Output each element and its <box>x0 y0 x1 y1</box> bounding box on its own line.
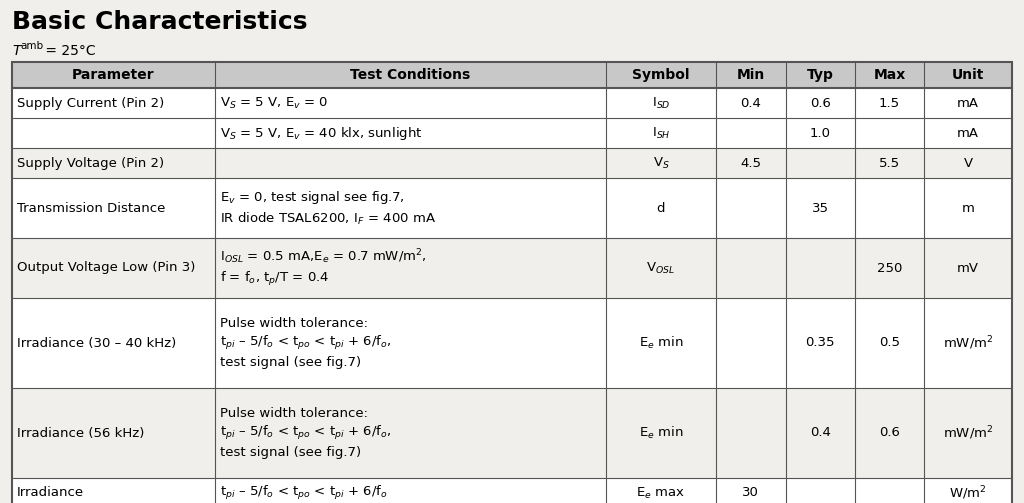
Text: Irradiance (56 kHz): Irradiance (56 kHz) <box>17 427 144 440</box>
Text: Basic Characteristics: Basic Characteristics <box>12 10 307 34</box>
Text: Typ: Typ <box>807 68 834 82</box>
Text: 0.4: 0.4 <box>810 427 830 440</box>
Text: 0.35: 0.35 <box>806 337 835 350</box>
Text: 30: 30 <box>742 486 760 499</box>
Bar <box>12 88 1012 118</box>
Text: d: d <box>656 202 666 214</box>
Text: 0.6: 0.6 <box>810 97 830 110</box>
Text: 250: 250 <box>877 262 902 275</box>
Text: Unit: Unit <box>952 68 984 82</box>
Text: Pulse width tolerance:
t$_{pi}$ – 5/f$_o$ < t$_{po}$ < t$_{pi}$ + 6/f$_o$,
test : Pulse width tolerance: t$_{pi}$ – 5/f$_o… <box>220 317 391 369</box>
Bar <box>12 238 1012 298</box>
Text: mA: mA <box>957 97 979 110</box>
Text: t$_{pi}$ – 5/f$_o$ < t$_{po}$ < t$_{pi}$ + 6/f$_o$: t$_{pi}$ – 5/f$_o$ < t$_{po}$ < t$_{pi}$… <box>220 484 387 502</box>
Text: 35: 35 <box>812 202 828 214</box>
Text: Max: Max <box>873 68 905 82</box>
Text: 5.5: 5.5 <box>879 156 900 170</box>
Text: Transmission Distance: Transmission Distance <box>17 202 165 214</box>
Text: W/m$^2$: W/m$^2$ <box>949 484 987 502</box>
Text: E$_e$ max: E$_e$ max <box>636 485 685 500</box>
Text: mV: mV <box>957 262 979 275</box>
Text: E$_e$ min: E$_e$ min <box>639 335 683 351</box>
Text: 1.0: 1.0 <box>810 126 830 139</box>
Text: E$_v$ = 0, test signal see fig.7,
IR diode TSAL6200, I$_F$ = 400 mA: E$_v$ = 0, test signal see fig.7, IR dio… <box>220 189 435 227</box>
Text: 1.5: 1.5 <box>879 97 900 110</box>
Text: V$_{OSL}$: V$_{OSL}$ <box>646 261 676 276</box>
Text: Symbol: Symbol <box>632 68 690 82</box>
Text: I$_{SD}$: I$_{SD}$ <box>651 96 671 111</box>
Text: Min: Min <box>736 68 765 82</box>
Text: 0.4: 0.4 <box>740 97 761 110</box>
Text: Irradiance (30 – 40 kHz): Irradiance (30 – 40 kHz) <box>17 337 176 350</box>
Text: amb: amb <box>20 41 43 51</box>
Bar <box>12 62 1012 88</box>
Text: Supply Current (Pin 2): Supply Current (Pin 2) <box>17 97 164 110</box>
Bar <box>12 118 1012 148</box>
Text: m: m <box>962 202 975 214</box>
Text: 0.5: 0.5 <box>879 337 900 350</box>
Text: Supply Voltage (Pin 2): Supply Voltage (Pin 2) <box>17 156 164 170</box>
Text: V: V <box>964 156 973 170</box>
Text: = 25°C: = 25°C <box>41 44 95 58</box>
Text: Irradiance: Irradiance <box>17 486 84 499</box>
Text: mW/m$^2$: mW/m$^2$ <box>943 334 993 352</box>
Text: T: T <box>12 44 20 58</box>
Bar <box>12 298 1012 388</box>
Text: E$_e$ min: E$_e$ min <box>639 425 683 441</box>
Bar <box>12 178 1012 238</box>
Text: Output Voltage Low (Pin 3): Output Voltage Low (Pin 3) <box>17 262 196 275</box>
Text: Parameter: Parameter <box>72 68 155 82</box>
Text: V$_S$ = 5 V, E$_v$ = 40 klx, sunlight: V$_S$ = 5 V, E$_v$ = 40 klx, sunlight <box>220 125 422 141</box>
Text: I$_{OSL}$ = 0.5 mA,E$_e$ = 0.7 mW/m$^2$,
f = f$_o$, t$_p$/T = 0.4: I$_{OSL}$ = 0.5 mA,E$_e$ = 0.7 mW/m$^2$,… <box>220 247 426 288</box>
Text: I$_{SH}$: I$_{SH}$ <box>651 125 671 140</box>
Text: 0.6: 0.6 <box>879 427 900 440</box>
Text: V$_S$: V$_S$ <box>652 155 670 171</box>
Bar <box>12 478 1012 503</box>
Text: mW/m$^2$: mW/m$^2$ <box>943 424 993 442</box>
Text: V$_S$ = 5 V, E$_v$ = 0: V$_S$ = 5 V, E$_v$ = 0 <box>220 96 328 111</box>
Bar <box>12 388 1012 478</box>
Text: 4.5: 4.5 <box>740 156 762 170</box>
Text: mA: mA <box>957 126 979 139</box>
Text: Test Conditions: Test Conditions <box>350 68 470 82</box>
Bar <box>12 148 1012 178</box>
Text: Pulse width tolerance:
t$_{pi}$ – 5/f$_o$ < t$_{po}$ < t$_{pi}$ + 6/f$_o$,
test : Pulse width tolerance: t$_{pi}$ – 5/f$_o… <box>220 407 391 459</box>
